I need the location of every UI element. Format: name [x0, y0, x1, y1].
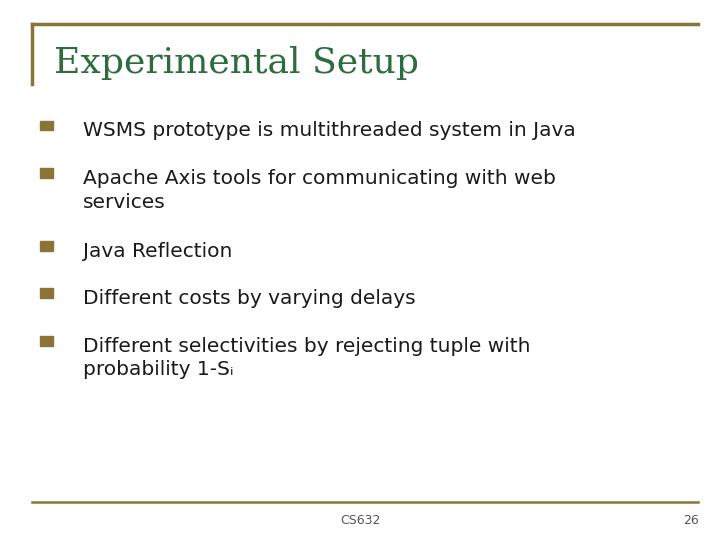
FancyBboxPatch shape: [40, 241, 53, 251]
Text: Different costs by varying delays: Different costs by varying delays: [83, 289, 415, 308]
Text: Apache Axis tools for communicating with web
services: Apache Axis tools for communicating with…: [83, 169, 556, 212]
Text: WSMS prototype is multithreaded system in Java: WSMS prototype is multithreaded system i…: [83, 122, 575, 140]
Text: 26: 26: [683, 514, 698, 526]
Text: Java Reflection: Java Reflection: [83, 242, 232, 261]
Text: Experimental Setup: Experimental Setup: [54, 46, 419, 80]
FancyBboxPatch shape: [40, 288, 53, 298]
Text: Different selectivities by rejecting tuple with
probability 1-Sᵢ: Different selectivities by rejecting tup…: [83, 337, 531, 380]
FancyBboxPatch shape: [40, 120, 53, 130]
FancyBboxPatch shape: [40, 336, 53, 346]
Text: CS632: CS632: [340, 514, 380, 526]
FancyBboxPatch shape: [40, 168, 53, 178]
